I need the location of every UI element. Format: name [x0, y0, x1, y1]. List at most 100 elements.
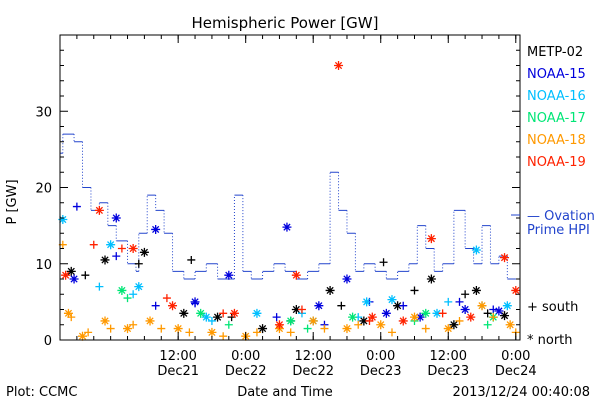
north-marker: [274, 320, 284, 330]
north-marker: [494, 306, 504, 316]
north-marker: [291, 305, 301, 314]
y-tick-label: 0: [44, 334, 52, 349]
y-tick-label: 10: [35, 258, 52, 273]
north-marker: [367, 312, 377, 322]
data-markers: [58, 61, 521, 341]
north-marker: [282, 222, 292, 232]
south-marker: [399, 301, 408, 310]
south-marker: [162, 294, 171, 303]
legend-south: + south: [527, 300, 578, 315]
north-marker: [151, 224, 161, 234]
south-marker: [151, 301, 160, 310]
legend: METP-02 NOAA-15 NOAA-16 NOAA-17 NOAA-18 NOAA-…: [511, 45, 595, 238]
north-marker: [61, 270, 71, 280]
north-marker: [409, 312, 419, 322]
south-marker: [421, 324, 430, 333]
north-marker: [128, 244, 138, 253]
north-marker: [58, 215, 68, 225]
north-marker: [443, 324, 453, 334]
south-marker: [81, 271, 90, 280]
north-marker: [426, 274, 436, 284]
south-marker: [84, 328, 93, 337]
x-tick-sublabel: Dec24: [495, 364, 537, 379]
south-marker: [455, 297, 464, 306]
north-marker: [190, 297, 200, 307]
south-marker: [207, 316, 216, 325]
north-marker: [252, 308, 262, 318]
north-marker: [500, 311, 510, 321]
south-marker: [185, 328, 194, 337]
north-marker: [207, 327, 217, 337]
south-marker: [129, 320, 138, 329]
x-tick-label: 0:00: [501, 349, 530, 364]
north-marker: [100, 316, 110, 326]
south-marker: [157, 324, 166, 333]
south-marker: [89, 240, 98, 249]
south-marker: [219, 332, 228, 341]
south-marker: [123, 294, 132, 303]
south-marker: [489, 313, 498, 322]
north-marker: [78, 331, 88, 341]
south-marker: [219, 309, 228, 318]
south-marker: [489, 305, 498, 314]
south-marker: [438, 309, 447, 318]
south-marker: [117, 244, 126, 253]
north-marker: [94, 205, 104, 215]
north-marker: [106, 240, 116, 250]
north-marker: [500, 253, 510, 263]
north-marker: [381, 308, 391, 318]
legend-entry: NOAA-17: [527, 111, 586, 126]
south-marker: [354, 320, 363, 329]
north-marker: [308, 316, 318, 326]
north-marker: [286, 316, 296, 326]
north-marker: [179, 308, 189, 318]
north-marker: [505, 320, 515, 330]
north-marker: [426, 234, 436, 244]
south-marker: [134, 259, 143, 268]
south-marker: [455, 316, 464, 325]
north-marker: [314, 301, 324, 311]
south-marker: [297, 305, 306, 314]
x-tick-label: 12:00: [294, 349, 331, 364]
north-marker: [460, 305, 470, 314]
x-tick-sublabel: Dec23: [360, 364, 402, 379]
north-marker: [63, 308, 73, 318]
south-marker: [95, 282, 104, 291]
x-tick-label: 0:00: [366, 349, 395, 364]
north-marker: [201, 312, 211, 322]
north-marker: [415, 312, 425, 322]
north-marker: [229, 308, 239, 318]
x-tick-label: 0:00: [231, 349, 260, 364]
north-marker: [348, 312, 358, 322]
north-marker: [291, 270, 301, 280]
south-marker: [303, 324, 312, 333]
south-marker: [252, 328, 261, 337]
north-marker: [362, 297, 372, 307]
legend-ovation: — Ovation: [527, 209, 595, 224]
legend-entry: NOAA-18: [527, 133, 586, 148]
south-marker: [483, 320, 492, 329]
x-tick-label: 12:00: [159, 349, 196, 364]
south-marker: [224, 320, 233, 329]
x-tick-sublabel: Dec22: [292, 364, 334, 379]
north-marker: [471, 245, 481, 255]
plot-frame: [59, 34, 521, 341]
south-marker: [410, 286, 419, 295]
south-marker: [483, 309, 492, 318]
north-marker: [471, 285, 481, 295]
plot-timestamp: 2013/12/24 00:40:08: [453, 385, 590, 400]
y-axis-label: P [GW]: [5, 179, 20, 224]
x-tick-sublabel: Dec21: [157, 364, 199, 379]
north-marker: [196, 308, 206, 318]
north-marker: [69, 274, 79, 284]
south-marker: [337, 301, 346, 310]
north-marker: [145, 316, 155, 326]
north-marker: [342, 274, 352, 284]
north-marker: [258, 324, 268, 334]
x-tick-sublabel: Dec22: [225, 364, 267, 379]
chart-title: Hemispheric Power [GW]: [192, 14, 379, 32]
south-marker: [461, 290, 470, 299]
legend-north: * north: [527, 333, 573, 348]
north-marker: [66, 266, 76, 276]
